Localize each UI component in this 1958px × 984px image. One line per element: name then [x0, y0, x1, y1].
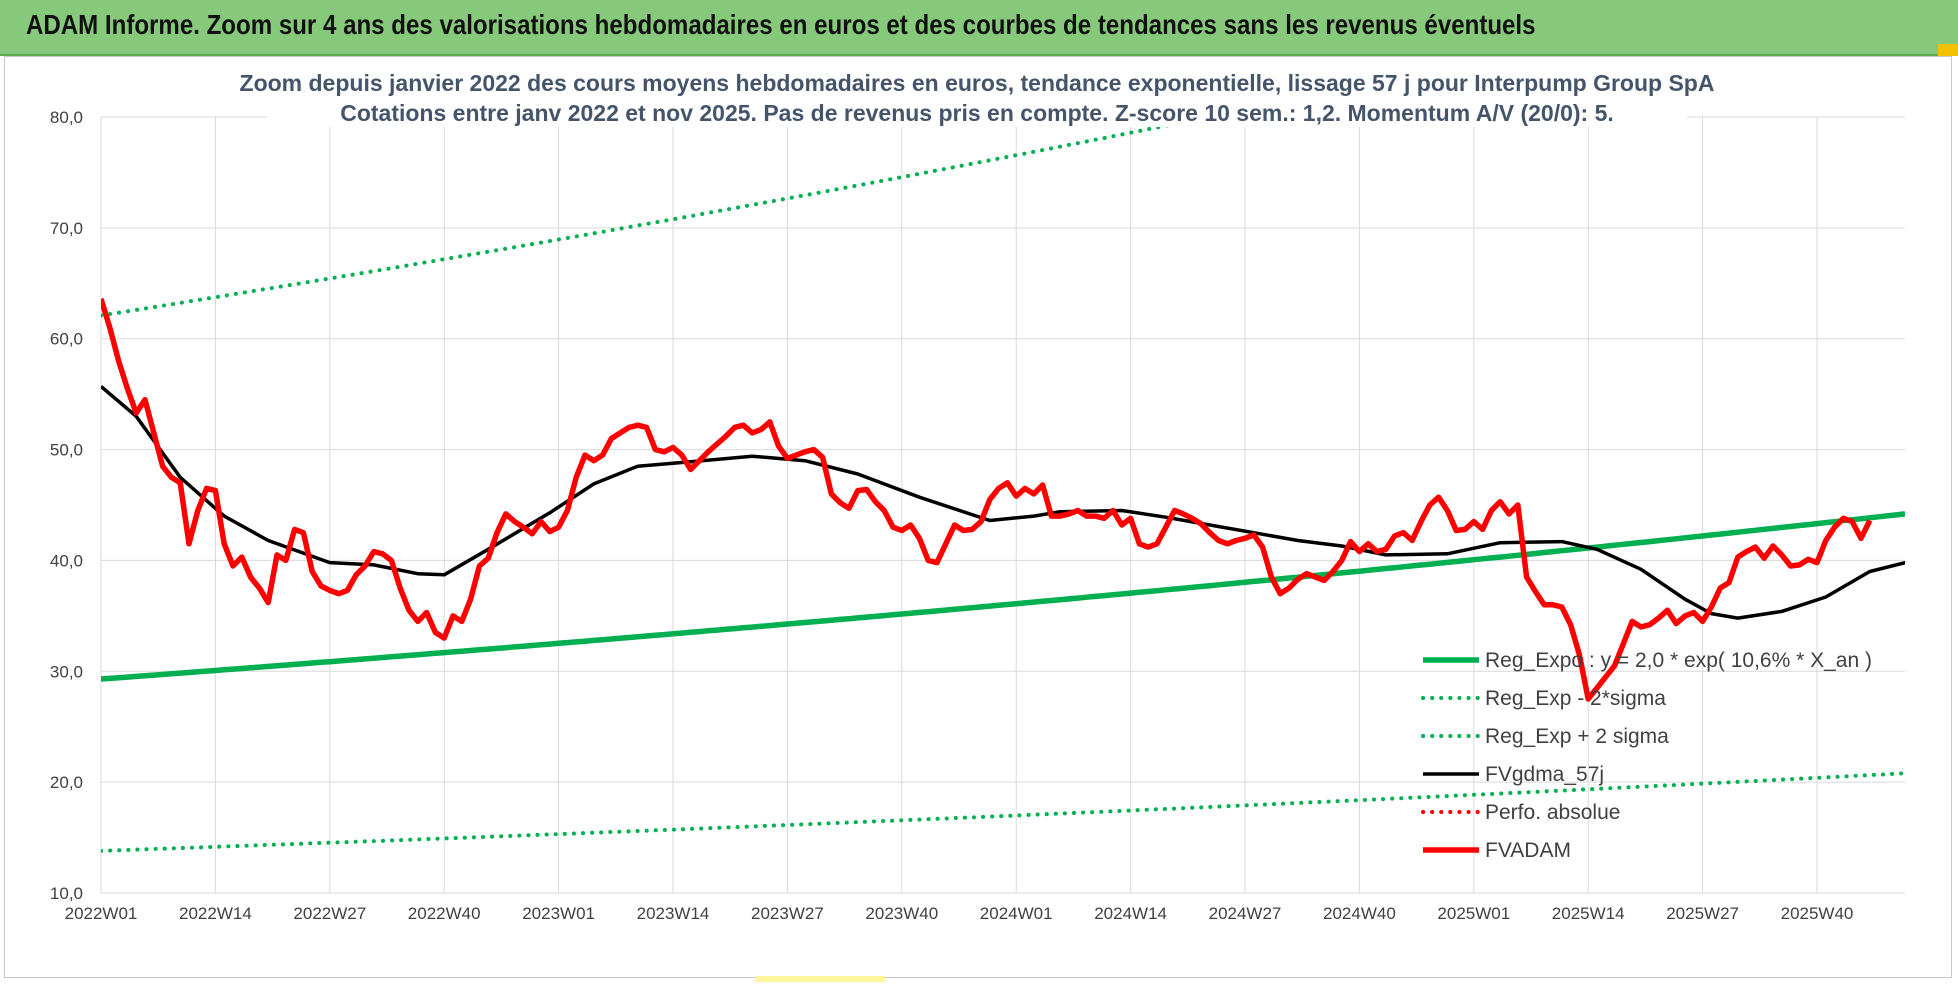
- x-tick-label: 2022W40: [408, 904, 481, 923]
- x-tick-label: 2023W27: [751, 904, 824, 923]
- line-chart: 10,0 20,0 30,0 40,0 50,0 60,0 70,0 80,0 2022W01…: [50, 65, 1905, 923]
- report-banner: ADAM Informe. Zoom sur 4 ans des valoris…: [0, 0, 1958, 56]
- series-lines: [101, 117, 1905, 853]
- x-tick-label: 2022W14: [179, 904, 252, 923]
- chart-title-line2: Cotations entre janv 2022 et nov 2025. P…: [340, 100, 1614, 126]
- y-tick-label: 60,0: [50, 330, 83, 349]
- title-background: [267, 65, 1687, 127]
- bottom-accent: [755, 976, 885, 982]
- x-tick-label: 2023W01: [522, 904, 595, 923]
- x-tick-label: 2024W14: [1094, 904, 1167, 923]
- x-tick-label: 2023W14: [637, 904, 710, 923]
- y-tick-label: 70,0: [50, 219, 83, 238]
- chart-frame: 10,0 20,0 30,0 40,0 50,0 60,0 70,0 80,0 2022W01…: [4, 56, 1952, 978]
- chart-legend: Reg_Expo : y = 2,0 * exp( 10,6% * X_an )…: [1421, 649, 1872, 862]
- y-tick-label: 80,0: [50, 108, 83, 127]
- corner-accent: [1938, 44, 1958, 56]
- x-tick-label: 2025W01: [1437, 904, 1510, 923]
- report-title: ADAM Informe. Zoom sur 4 ans des valoris…: [26, 9, 1536, 40]
- y-axis-tick-labels: 10,0 20,0 30,0 40,0 50,0 60,0 70,0 80,0: [50, 108, 83, 903]
- y-tick-label: 50,0: [50, 441, 83, 460]
- x-tick-label: 2025W40: [1781, 904, 1854, 923]
- legend-label-reg-expo-y-2-0-exp-10-6-x-an: Reg_Expo : y = 2,0 * exp( 10,6% * X_an ): [1485, 649, 1872, 672]
- x-tick-label: 2022W27: [293, 904, 366, 923]
- legend-label-fvadam: FVADAM: [1485, 839, 1571, 862]
- x-tick-label: 2025W14: [1552, 904, 1625, 923]
- x-tick-label: 2024W01: [980, 904, 1053, 923]
- legend-label-reg-exp-2-sigma: Reg_Exp - 2*sigma: [1485, 687, 1666, 710]
- x-tick-label: 2022W01: [65, 904, 138, 923]
- y-tick-label: 20,0: [50, 773, 83, 792]
- x-tick-label: 2023W40: [865, 904, 938, 923]
- x-tick-label: 2024W27: [1209, 904, 1282, 923]
- series-fvadam: [101, 297, 1873, 702]
- legend-label-fvgdma-57j: FVgdma_57j: [1485, 763, 1604, 786]
- legend-label-perfo-absolue: Perfo. absolue: [1485, 801, 1620, 824]
- y-tick-label: 10,0: [50, 884, 83, 903]
- y-tick-label: 40,0: [50, 551, 83, 570]
- x-tick-label: 2025W27: [1666, 904, 1739, 923]
- series-reg-exp-2-sigma: [101, 771, 1905, 853]
- legend-label-reg-exp-2-sigma: Reg_Exp + 2 sigma: [1485, 725, 1669, 748]
- chart-title-line1: Zoom depuis janvier 2022 des cours moyen…: [240, 70, 1715, 96]
- x-tick-label: 2024W40: [1323, 904, 1396, 923]
- series-fvgdma-57j: [101, 385, 1905, 620]
- y-tick-label: 30,0: [50, 662, 83, 681]
- series-reg-expo-y-2-0-exp-10-6-x-an: [101, 511, 1905, 682]
- gridlines: [100, 116, 1905, 894]
- x-axis-tick-labels: 2022W01 2022W14 2022W27 2022W40 2023W01 2023W…: [65, 904, 1854, 923]
- chart-title-group: Zoom depuis janvier 2022 des cours moyen…: [240, 65, 1715, 127]
